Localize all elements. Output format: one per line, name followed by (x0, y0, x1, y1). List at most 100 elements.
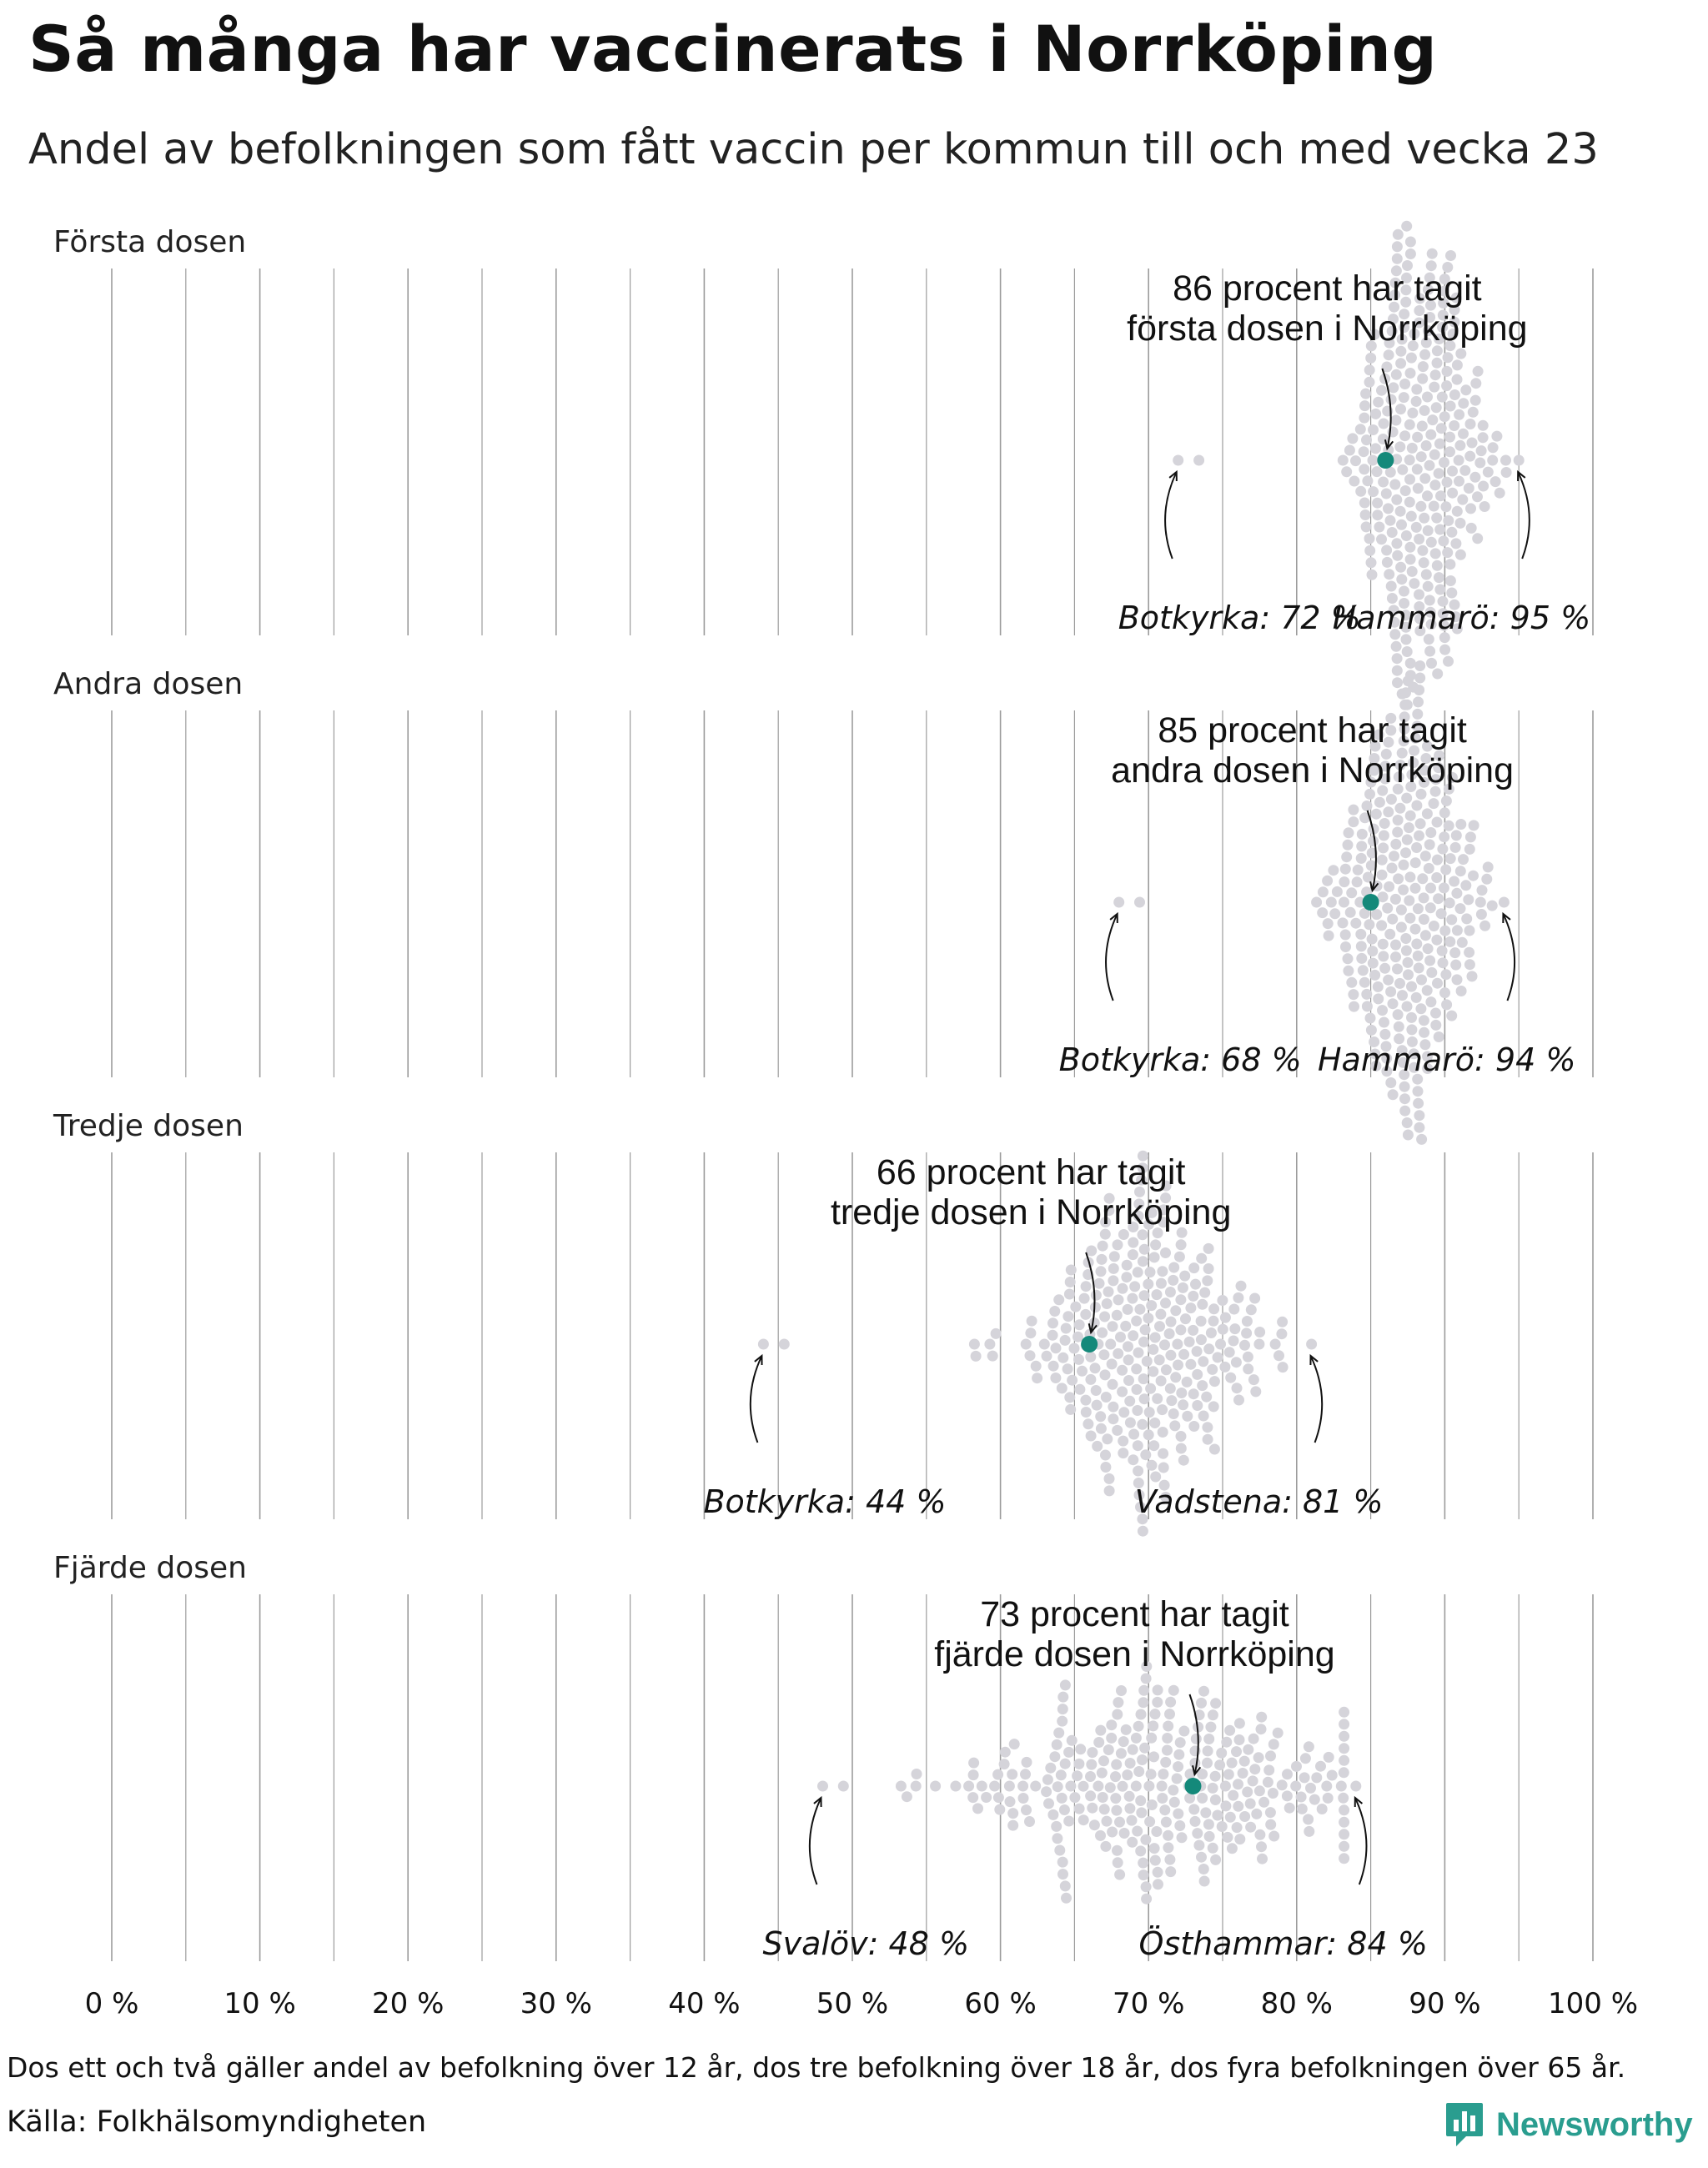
min-arrow-head (813, 1795, 822, 1808)
municipality-dot (1063, 1746, 1075, 1758)
municipality-dot (1369, 765, 1379, 776)
municipality-dot (1433, 1031, 1444, 1042)
municipality-dot (1437, 595, 1449, 607)
municipality-dot (1267, 1788, 1278, 1799)
municipality-dot (1468, 870, 1479, 881)
municipality-dot (1097, 1792, 1108, 1803)
municipality-dot (1153, 1879, 1163, 1890)
municipality-dot (1500, 467, 1512, 478)
municipality-dot (1453, 454, 1464, 466)
x-tick-label: 60 % (964, 1987, 1036, 2020)
municipality-dot (1112, 1857, 1123, 1869)
municipality-dot (1062, 1363, 1073, 1375)
min-arrow-line (1164, 471, 1178, 560)
municipality-dot (1388, 382, 1399, 394)
municipality-dot (1208, 1401, 1219, 1413)
municipality-dot (1441, 999, 1453, 1011)
municipality-dot (1140, 1673, 1152, 1684)
municipality-dot (1183, 1336, 1195, 1347)
municipality-dot (1131, 1363, 1143, 1375)
municipality-dot (1479, 920, 1491, 931)
municipality-dot (1198, 1864, 1209, 1874)
municipality-dot (1284, 1802, 1295, 1814)
municipality-dot (1350, 1780, 1362, 1792)
municipality-dot (757, 1338, 769, 1350)
municipality-dot (1138, 1857, 1149, 1869)
municipality-dot (1404, 541, 1416, 553)
municipality-dot (1409, 1061, 1420, 1073)
municipality-dot (1384, 514, 1396, 526)
municipality-dot (1235, 1280, 1247, 1292)
municipality-dot (1339, 863, 1351, 875)
municipality-dot (1269, 1338, 1281, 1350)
municipality-dot (1410, 521, 1422, 533)
municipality-dot (1063, 1288, 1075, 1300)
municipality-dot (1160, 1816, 1172, 1828)
municipality-dot (1329, 908, 1341, 920)
municipality-dot (1409, 745, 1420, 756)
municipality-dot (1303, 1814, 1314, 1825)
municipality-dot (1404, 810, 1416, 821)
municipality-dot (1373, 729, 1384, 740)
municipality-dot (1355, 941, 1367, 952)
municipality-dot (1414, 660, 1426, 671)
municipality-dot (1311, 1772, 1323, 1784)
municipality-dot (1404, 895, 1415, 906)
municipality-dot (1087, 1747, 1098, 1759)
municipality-dot (1434, 524, 1446, 535)
municipality-dot (1249, 1292, 1261, 1304)
municipality-dot (1420, 569, 1432, 580)
municipality-dot (1128, 1330, 1139, 1342)
municipality-dot (1359, 464, 1370, 475)
municipality-dot (1434, 584, 1446, 595)
max-arrow-head (1354, 1795, 1364, 1808)
municipality-dot (1385, 580, 1397, 592)
municipality-dot (1233, 1734, 1245, 1745)
municipality-dot (1239, 1339, 1250, 1351)
municipality-dot (1430, 402, 1442, 414)
municipality-dot (1401, 272, 1412, 284)
municipality-dot (1354, 424, 1366, 435)
municipality-dot (1428, 500, 1439, 512)
municipality-dot (1389, 301, 1400, 313)
municipality-dot (1477, 432, 1489, 444)
municipality-dot (1175, 1443, 1187, 1454)
municipality-dot (1377, 938, 1389, 950)
municipality-dot (1405, 352, 1417, 364)
municipality-dot (1449, 599, 1460, 610)
municipality-dot (1442, 262, 1454, 273)
municipality-dot (1464, 843, 1475, 855)
municipality-dot (1416, 420, 1428, 432)
municipality-dot (1060, 1322, 1072, 1334)
municipality-dot (1355, 928, 1367, 940)
municipality-dot (1399, 585, 1409, 597)
municipality-dot (1135, 1501, 1146, 1513)
municipality-dot (1438, 298, 1449, 309)
max-label: Hammarö: 95 % (1333, 600, 1590, 636)
municipality-dot (1265, 1750, 1276, 1762)
municipality-dot (1399, 322, 1410, 334)
municipality-dot (1203, 1242, 1214, 1254)
municipality-dot (1114, 1816, 1125, 1828)
municipality-dot (1513, 454, 1525, 466)
municipality-dot (1070, 1301, 1082, 1312)
municipality-dot (1233, 1779, 1243, 1790)
municipality-dot (1089, 1302, 1101, 1313)
municipality-dot (1397, 1056, 1409, 1068)
municipality-dot (1464, 959, 1475, 971)
municipality-dot (1197, 1298, 1208, 1310)
municipality-dot (1182, 1410, 1193, 1422)
municipality-dot (1047, 1809, 1059, 1820)
municipality-dot (1245, 1304, 1257, 1316)
municipality-dot (1422, 740, 1433, 752)
municipality-dot (1392, 815, 1404, 826)
municipality-dot (1364, 533, 1375, 545)
municipality-dot (1435, 908, 1447, 920)
municipality-dot (1354, 896, 1366, 908)
municipality-dot (1364, 919, 1375, 931)
municipality-dot (1369, 329, 1380, 340)
max-label: Östhammar: 84 % (1138, 1925, 1427, 1962)
municipality-dot (1138, 1243, 1150, 1255)
municipality-dot (1400, 284, 1412, 296)
municipality-dot (1139, 1742, 1151, 1754)
